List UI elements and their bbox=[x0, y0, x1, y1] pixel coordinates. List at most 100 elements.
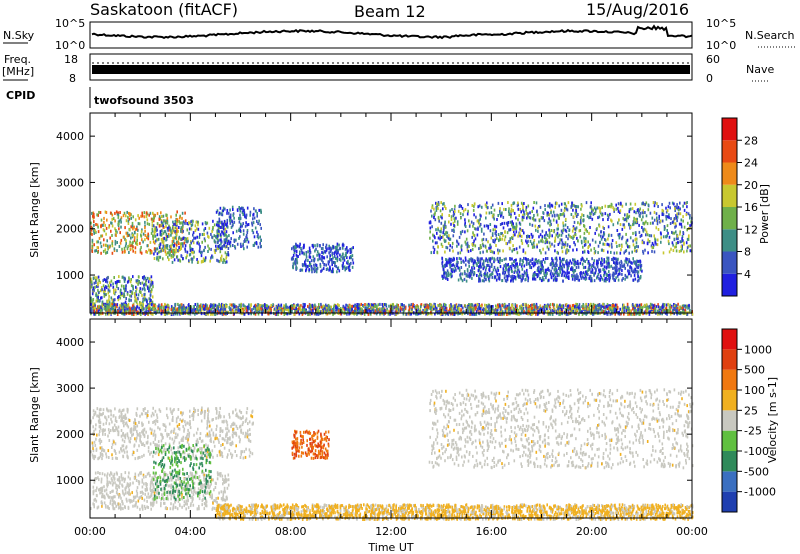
echo-cell bbox=[497, 214, 499, 217]
echo-cell bbox=[499, 258, 501, 262]
echo-cell bbox=[111, 213, 114, 217]
echo-cell bbox=[679, 212, 682, 216]
echo-cell bbox=[260, 226, 262, 230]
echo-cell bbox=[560, 202, 563, 206]
echo-cell bbox=[578, 278, 580, 282]
echo-cell bbox=[669, 309, 672, 313]
echo-cell bbox=[190, 220, 192, 224]
echo-cell bbox=[433, 216, 435, 220]
echo-cell bbox=[462, 209, 465, 213]
echo-cell bbox=[321, 247, 324, 251]
echo-cell bbox=[144, 288, 146, 292]
echo-cell bbox=[632, 257, 634, 261]
echo-cell bbox=[174, 236, 177, 240]
echo-cell bbox=[417, 308, 419, 312]
echo-cell bbox=[502, 226, 505, 230]
echo-cell bbox=[326, 306, 328, 310]
echo-cell bbox=[118, 295, 120, 298]
echo-cell bbox=[681, 235, 684, 238]
echo-cell bbox=[528, 235, 530, 238]
echo-cell bbox=[256, 219, 258, 223]
echo-cell bbox=[436, 250, 438, 254]
echo-cell bbox=[337, 303, 339, 307]
echo-cell bbox=[184, 238, 186, 242]
echo-cell bbox=[480, 274, 483, 278]
echo-cell bbox=[601, 277, 604, 281]
echo-cell bbox=[531, 242, 533, 246]
echo-cell bbox=[471, 242, 474, 246]
echo-cell bbox=[577, 205, 579, 209]
echo-cell bbox=[610, 264, 613, 268]
echo-cell bbox=[106, 280, 109, 284]
echo-cell bbox=[106, 302, 108, 306]
echo-cell bbox=[101, 308, 103, 312]
echo-cell bbox=[501, 211, 503, 215]
echo-cell bbox=[100, 289, 102, 293]
echo-cell bbox=[501, 232, 503, 236]
echo-cell bbox=[221, 222, 223, 226]
echo-cell bbox=[203, 248, 205, 252]
echo-cell bbox=[474, 312, 476, 316]
echo-cell bbox=[479, 279, 482, 283]
echo-cell bbox=[90, 232, 92, 236]
echo-cell bbox=[260, 239, 262, 242]
echo-cell bbox=[563, 245, 566, 249]
echo-cell bbox=[439, 234, 441, 238]
echo-cell bbox=[665, 206, 667, 210]
echo-cell bbox=[149, 251, 152, 255]
echo-cell bbox=[118, 219, 120, 223]
echo-cell bbox=[309, 255, 312, 259]
echo-cell bbox=[455, 262, 458, 266]
echo-cell bbox=[527, 244, 530, 248]
echo-cell bbox=[121, 247, 123, 251]
echo-cell bbox=[267, 305, 270, 309]
echo-cell bbox=[175, 250, 177, 254]
echo-cell bbox=[623, 225, 626, 229]
echo-cell bbox=[676, 219, 678, 223]
echo-cell bbox=[204, 239, 206, 243]
echo-cell bbox=[533, 277, 536, 281]
echo-cell bbox=[576, 215, 578, 218]
echo-cell bbox=[513, 248, 516, 251]
echo-cell bbox=[667, 231, 669, 235]
echo-cell bbox=[321, 306, 324, 309]
echo-cell bbox=[312, 255, 315, 259]
echo-cell bbox=[139, 248, 142, 252]
echo-cell bbox=[313, 307, 315, 311]
echo-cell bbox=[494, 268, 497, 272]
echo-cell bbox=[329, 257, 331, 261]
echo-cell bbox=[92, 306, 95, 310]
echo-cell bbox=[172, 224, 174, 228]
echo-cell bbox=[229, 215, 232, 219]
echo-cell bbox=[233, 216, 235, 220]
echo-cell bbox=[502, 267, 505, 271]
echo-cell bbox=[625, 259, 628, 263]
echo-cell bbox=[609, 276, 611, 280]
echo-cell bbox=[437, 228, 439, 232]
echo-cell bbox=[154, 226, 156, 230]
echo-cell bbox=[317, 252, 320, 256]
echo-cell bbox=[151, 229, 154, 233]
echo-cell bbox=[296, 257, 298, 261]
echo-cell bbox=[182, 237, 184, 241]
echo-cell bbox=[162, 239, 164, 243]
echo-cell bbox=[424, 303, 427, 307]
echo-cell bbox=[166, 246, 169, 250]
echo-cell bbox=[550, 269, 552, 273]
echo-cell bbox=[200, 254, 203, 258]
echo-cell bbox=[613, 209, 615, 213]
echo-cell bbox=[629, 202, 632, 206]
echo-cell bbox=[114, 242, 117, 246]
echo-cell bbox=[687, 221, 689, 225]
echo-cell bbox=[154, 229, 157, 233]
echo-cell bbox=[448, 260, 451, 264]
echo-cell bbox=[584, 228, 587, 232]
echo-cell bbox=[545, 238, 548, 242]
cpid-value: twofsound 3503 bbox=[94, 94, 194, 107]
echo-cell bbox=[540, 239, 542, 243]
echo-cell bbox=[299, 269, 302, 272]
echo-cell bbox=[687, 212, 690, 216]
echo-cell bbox=[129, 307, 132, 311]
echo-cell bbox=[619, 201, 622, 205]
echo-cell bbox=[147, 280, 150, 284]
